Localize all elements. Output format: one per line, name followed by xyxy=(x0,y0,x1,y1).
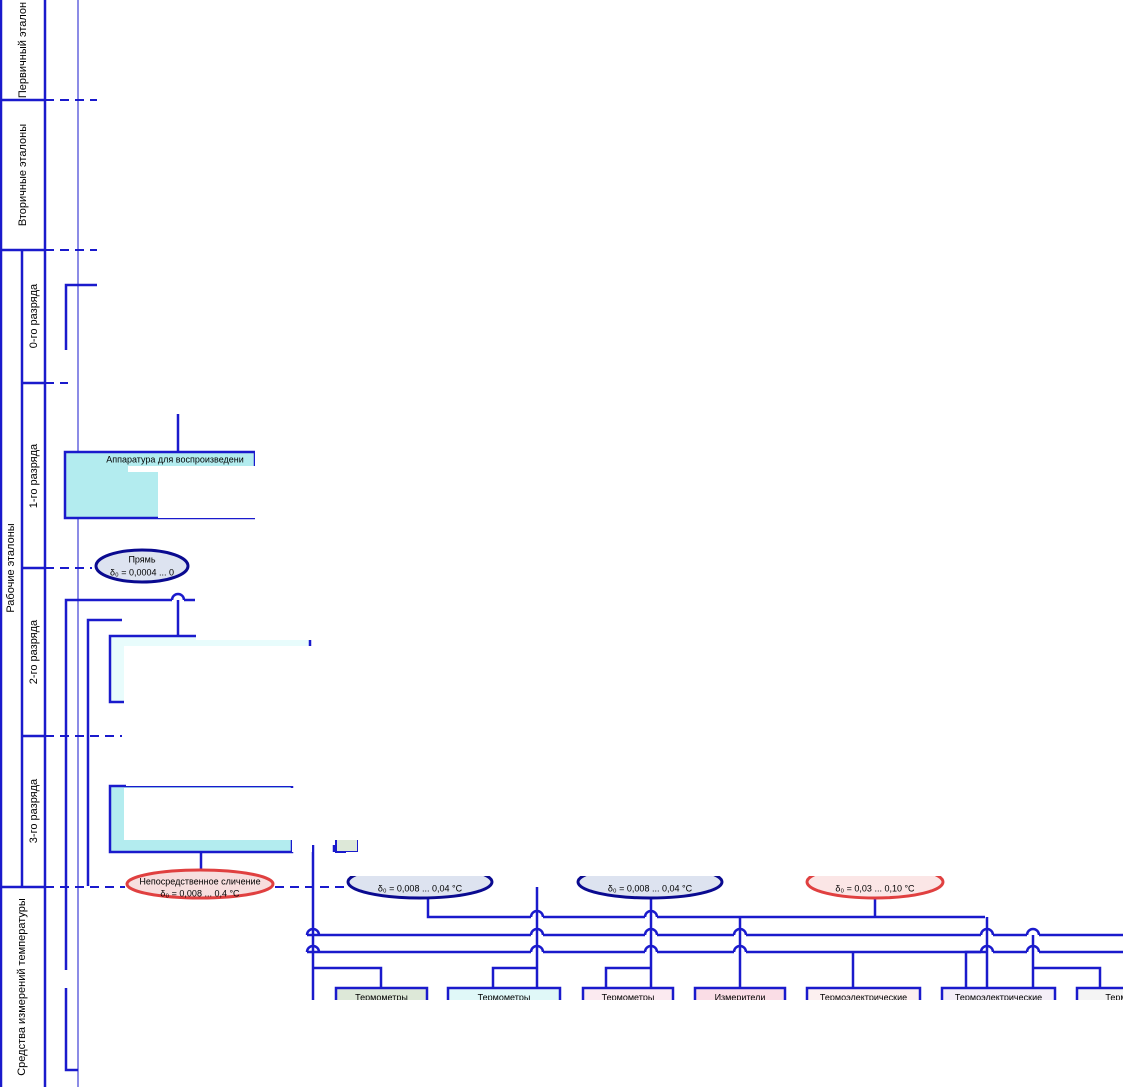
blank-area xyxy=(98,0,1123,1087)
level-frame xyxy=(0,0,345,1087)
level-label: 2-го разряда xyxy=(28,619,40,684)
node-label: Аппаратура для воспроизведени xyxy=(106,454,244,464)
level-label: Средства измерений температуры xyxy=(16,898,28,1076)
level-label: Рабочие эталоны xyxy=(5,523,17,612)
node-box xyxy=(335,837,359,853)
node-accuracy: δ₀ = 0,008 ... 0,4 °С xyxy=(160,888,240,898)
instrument-label: Термометры xyxy=(602,992,655,1002)
node-accuracy: δ₀ = 0,03 ... 0,10 °С xyxy=(835,883,915,893)
instrument-label: Термометры xyxy=(355,992,408,1002)
level-label: 0-го разряда xyxy=(28,283,40,348)
instrument-label: Термо xyxy=(1105,992,1123,1002)
instrument-label: Термоэлектрические xyxy=(820,992,907,1002)
method-ellipse xyxy=(125,868,275,900)
blank-area xyxy=(314,1000,1123,1087)
instrument-label: Измерители xyxy=(715,992,766,1002)
instrument-label: Термоэлектрические xyxy=(955,992,1042,1002)
node-label: Непосредственное сличение xyxy=(139,876,260,886)
node-label: Прямь xyxy=(128,554,155,564)
method-ellipse xyxy=(94,548,190,584)
instrument-label: Термометры xyxy=(478,992,531,1002)
node-accuracy: δ₀ = 0,008 ... 0,04 °С xyxy=(378,883,463,893)
instruments: Термометры Термометры Термометры Измерители… xyxy=(314,986,1123,1087)
level-label: 3-го разряда xyxy=(28,778,40,843)
level-label: Первичный эталон xyxy=(17,2,29,98)
node-accuracy: δ₀ = 0,0004 ... 0 xyxy=(110,567,174,577)
level-label: 1-го разряда xyxy=(28,443,40,508)
level-label: Вторичные эталоны xyxy=(17,124,29,226)
connectors xyxy=(64,283,1123,1072)
node-accuracy: δ₀ = 0,008 ... 0,04 °С xyxy=(608,883,693,893)
